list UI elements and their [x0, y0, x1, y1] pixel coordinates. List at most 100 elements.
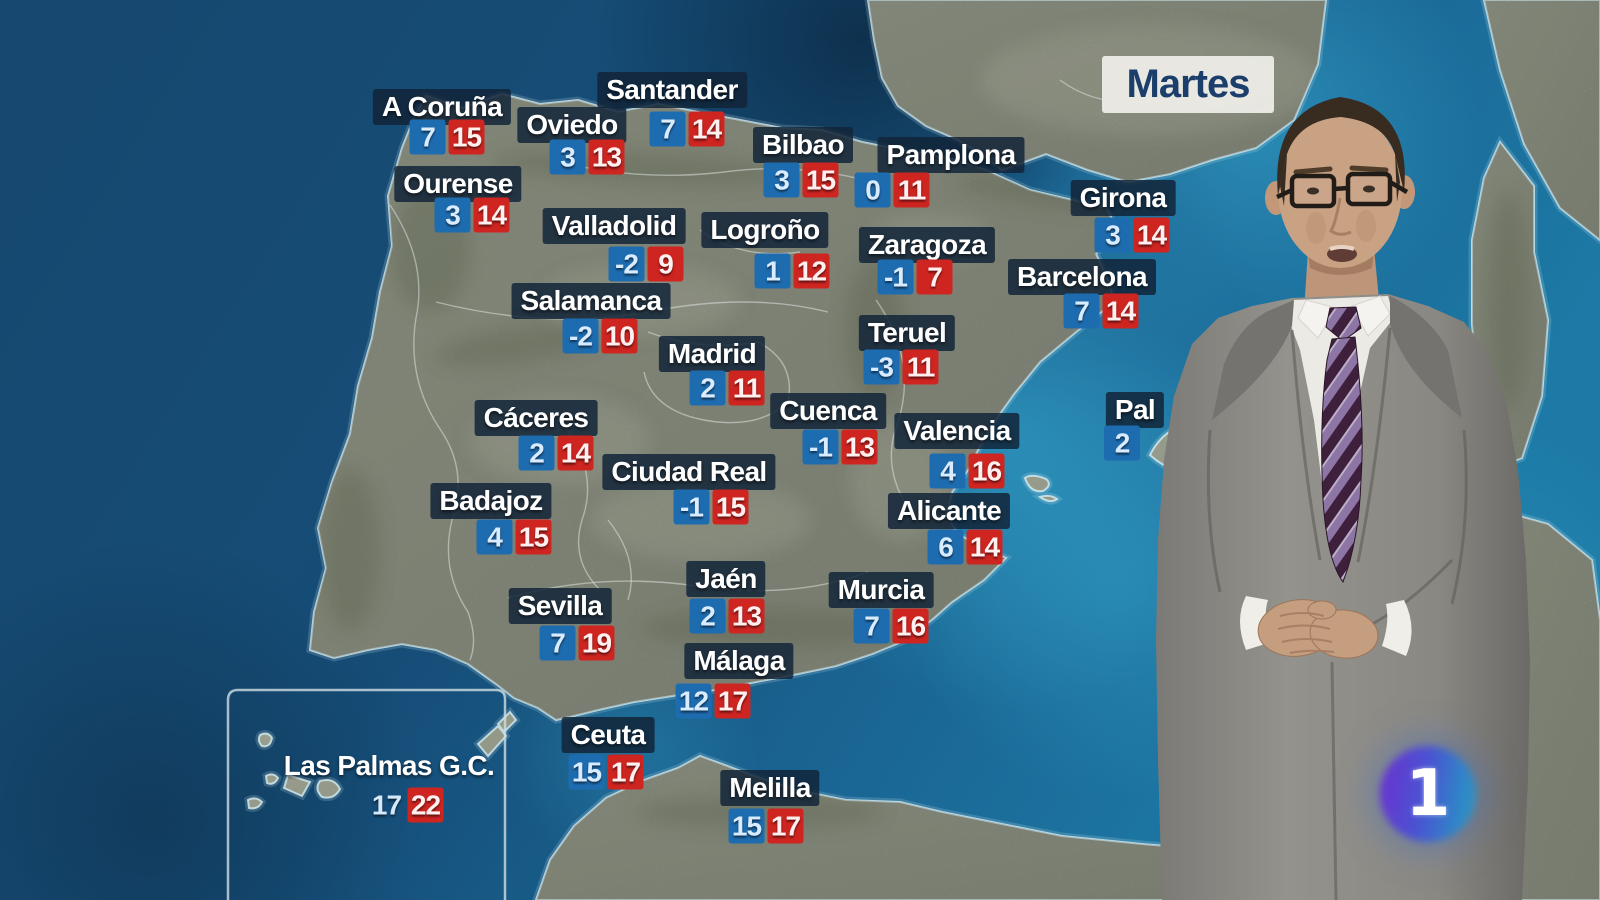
temp-min-girona: 3	[1094, 217, 1131, 253]
temp-min-cuenca: -1	[802, 429, 839, 465]
city-temps-las-palmas: 17 22	[369, 787, 444, 823]
city-temps-madrid: 2 11	[689, 370, 765, 406]
city-temps-zaragoza: -1 7	[877, 259, 953, 295]
temp-max-badajoz: 15	[515, 519, 552, 555]
temp-max-santander: 14	[688, 111, 725, 147]
temp-max-salamanca: 10	[601, 318, 638, 354]
channel-logo: 1	[1380, 746, 1476, 842]
city-label-badajoz: Badajoz	[430, 483, 552, 519]
city-temps-oviedo: 3 13	[549, 139, 625, 175]
temp-max-oviedo: 13	[588, 139, 625, 175]
city-temps-sevilla: 7 19	[539, 625, 615, 661]
temp-min-valencia: 4	[929, 453, 966, 489]
city-temps-badajoz: 4 15	[476, 519, 552, 555]
temp-min-pamplona: 0	[854, 172, 891, 208]
temp-min-bilbao: 3	[763, 162, 800, 198]
city-temps-murcia: 7 16	[853, 608, 929, 644]
presenter-tie	[1321, 306, 1363, 584]
temp-max-jaen: 13	[728, 598, 765, 634]
city-label-girona: Girona	[1070, 180, 1176, 216]
temp-max-malaga: 17	[714, 683, 751, 719]
presenter-hands	[1257, 599, 1379, 659]
temp-min-ourense: 3	[434, 197, 471, 233]
temp-max-girona: 14	[1133, 217, 1170, 253]
temp-max-caceres: 14	[557, 435, 594, 471]
glasses	[1276, 171, 1409, 209]
temp-min-zaragoza: -1	[877, 259, 914, 295]
temp-min-oviedo: 3	[549, 139, 586, 175]
city-temps-pamplona: 0 11	[854, 172, 930, 208]
temp-min-valladolid: -2	[608, 246, 645, 282]
presenter-face	[1265, 97, 1415, 268]
city-temps-girona: 3 14	[1094, 217, 1170, 253]
city-label-malaga: Málaga	[684, 643, 794, 679]
city-temps-ourense: 3 14	[434, 197, 510, 233]
temp-min-alicante: 6	[927, 529, 964, 565]
temp-max-zaragoza: 7	[916, 259, 953, 295]
temp-max-teruel: 11	[902, 349, 939, 385]
city-temps-cuenca: -1 13	[802, 429, 878, 465]
city-label-cuenca: Cuenca	[770, 393, 886, 429]
city-label-ceuta: Ceuta	[561, 717, 655, 753]
city-label-melilla: Melilla	[720, 770, 820, 806]
temp-min-las-palmas: 17	[371, 789, 402, 821]
temp-min-barcelona: 7	[1063, 293, 1100, 329]
city-label-caceres: Cáceres	[474, 400, 598, 436]
day-label-box: Martes	[1102, 56, 1274, 113]
temp-max-cuenca: 13	[841, 429, 878, 465]
city-temps-alicante: 6 14	[927, 529, 1003, 565]
city-temps-santander: 7 14	[649, 111, 725, 147]
city-label-bilbao: Bilbao	[753, 127, 853, 163]
channel-logo-number: 1	[1405, 757, 1451, 831]
city-label-santander: Santander	[597, 72, 747, 108]
temp-max-las-palmas: 22	[407, 787, 444, 823]
temp-min-sevilla: 7	[539, 625, 576, 661]
canary-inset-border	[226, 688, 507, 900]
temp-min-santander: 7	[649, 111, 686, 147]
city-label-valladolid: Valladolid	[542, 208, 686, 244]
temp-min-malaga: 12	[675, 683, 712, 719]
temp-min-salamanca: -2	[562, 318, 599, 354]
city-label-a-coruna: A Coruña	[372, 89, 512, 125]
city-label-zaragoza: Zaragoza	[858, 227, 996, 263]
city-label-logrono: Logroño	[701, 212, 829, 248]
temp-max-barcelona: 14	[1102, 293, 1139, 329]
temp-max-sevilla: 19	[578, 625, 615, 661]
city-label-jaen: Jaén	[686, 561, 766, 597]
temp-min-jaen: 2	[689, 598, 726, 634]
temp-max-bilbao: 15	[802, 162, 839, 198]
city-label-teruel: Teruel	[858, 315, 956, 351]
city-temps-malaga: 12 17	[675, 683, 751, 719]
city-temps-bilbao: 3 15	[763, 162, 839, 198]
channel-logo-circle	[1380, 746, 1476, 842]
city-label-ourense: Ourense	[394, 166, 522, 202]
city-label-oviedo: Oviedo	[517, 107, 627, 143]
city-label-valencia: Valencia	[894, 413, 1020, 449]
temp-min-ciudad-real: -1	[673, 489, 710, 525]
city-label-sevilla: Sevilla	[508, 588, 612, 624]
city-temps-ciudad-real: -1 15	[673, 489, 749, 525]
temp-min-caceres: 2	[518, 435, 555, 471]
temp-max-a-coruna: 15	[448, 119, 485, 155]
temp-max-melilla: 17	[767, 808, 804, 844]
temp-min-teruel: -3	[863, 349, 900, 385]
temp-min-madrid: 2	[689, 370, 726, 406]
temp-min-murcia: 7	[853, 608, 890, 644]
city-temps-caceres: 2 14	[518, 435, 594, 471]
city-temps-valladolid: -2 9	[608, 246, 684, 282]
city-label-barcelona: Barcelona	[1008, 259, 1156, 295]
temp-min-a-coruna: 7	[409, 119, 446, 155]
city-label-las-palmas: Las Palmas G.C.	[283, 750, 495, 781]
day-label: Martes	[1126, 62, 1251, 106]
city-label-pamplona: Pamplona	[877, 137, 1025, 173]
city-label-ciudad-real: Ciudad Real	[602, 454, 776, 490]
temp-max-valladolid: 9	[647, 246, 684, 282]
temp-min-logrono: 1	[754, 253, 791, 289]
city-label-salamanca: Salamanca	[511, 283, 671, 319]
city-temps-palma-partial: 2	[1104, 425, 1140, 461]
city-label-murcia: Murcia	[828, 572, 934, 608]
temp-max-logrono: 12	[793, 253, 830, 289]
